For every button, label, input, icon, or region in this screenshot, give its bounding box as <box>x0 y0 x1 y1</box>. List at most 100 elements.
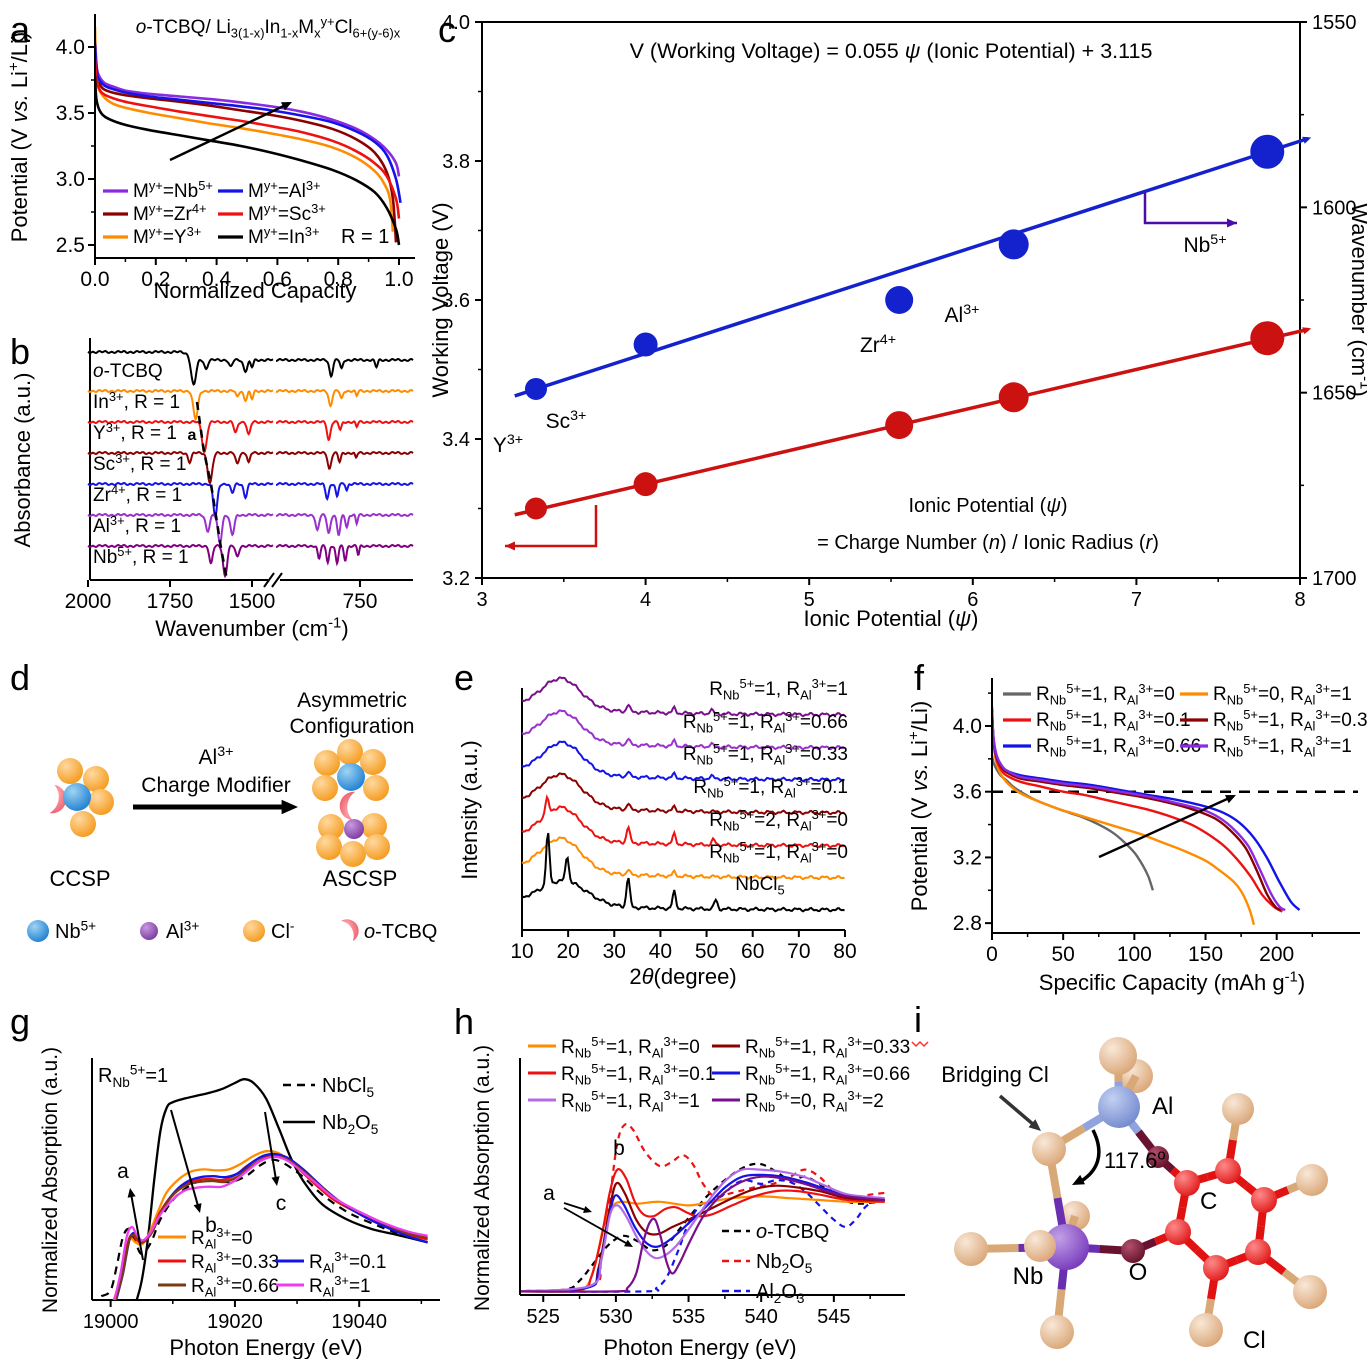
svg-text:My+=In3+: My+=In3+ <box>248 224 320 248</box>
svg-text:My+=Y3+: My+=Y3+ <box>133 224 201 248</box>
svg-text:CCSP: CCSP <box>49 866 110 891</box>
svg-text:70: 70 <box>787 940 810 963</box>
svg-text:4: 4 <box>640 589 651 611</box>
panel-f-letter: f <box>914 657 925 698</box>
svg-text:b: b <box>613 1137 625 1160</box>
svg-text:a: a <box>188 427 197 444</box>
panel-h: h 525 530 535 540 545 Photon Energy (eV) Norma… <box>454 1001 910 1359</box>
svg-text:R = 1: R = 1 <box>341 226 389 248</box>
svg-text:3.8: 3.8 <box>442 151 470 173</box>
svg-text:4.0: 4.0 <box>442 12 470 34</box>
svg-text:Normalized Absorption (a.u.): Normalized Absorption (a.u.) <box>471 1045 494 1311</box>
svg-text:50: 50 <box>695 940 718 963</box>
panel-c-letter: c <box>438 9 456 50</box>
svg-text:Potential (V vs. Li+/Li): Potential (V vs. Li+/Li) <box>906 701 932 912</box>
svg-text:RAl3+=0: RAl3+=0 <box>191 1225 253 1252</box>
svg-text:540: 540 <box>745 1306 778 1328</box>
svg-text:c: c <box>276 1192 287 1215</box>
svg-text:535: 535 <box>672 1306 705 1328</box>
svg-text:Sc3+, R = 1: Sc3+, R = 1 <box>93 451 186 475</box>
panel-f: f 2.8 3.2 3.6 4.0 0 50 100 150 200 Specific Capac… <box>906 657 1367 995</box>
svg-text:40: 40 <box>649 940 672 963</box>
svg-text:117.6o: 117.6o <box>1104 1147 1166 1173</box>
svg-text:20: 20 <box>556 940 579 963</box>
svg-text:Nb5+: Nb5+ <box>1183 232 1226 257</box>
svg-text:V (Working Voltage) = 0.055 ψ: V (Working Voltage) = 0.055 ψ (Ionic Pot… <box>630 39 1153 63</box>
svg-text:1650: 1650 <box>1312 383 1357 405</box>
panel-c-chart: 3.2 3.4 3.6 3.8 4.0 3 4 5 6 7 8 1550 1600 1650 1700 V (… <box>428 12 1367 631</box>
svg-text:Y3+: Y3+ <box>493 432 523 457</box>
svg-text:RNb5+=1: RNb5+=1 <box>98 1062 168 1089</box>
svg-text:Al3+: Al3+ <box>945 302 980 327</box>
svg-text:RAl3+=0.66: RAl3+=0.66 <box>191 1273 279 1300</box>
svg-text:1600: 1600 <box>1312 197 1357 219</box>
svg-text:4.0: 4.0 <box>953 715 982 738</box>
svg-text:RNb5+=1, RAl3+=1: RNb5+=1, RAl3+=1 <box>709 676 848 703</box>
panel-i: i Bridging Cl 117.6o Al Nb C O Cl <box>911 999 1328 1354</box>
svg-text:Bridging Cl: Bridging Cl <box>941 1062 1049 1087</box>
svg-text:Nb5+, R = 1: Nb5+, R = 1 <box>93 544 189 568</box>
svg-text:RNb5+=1, RAl3+=0.1: RNb5+=1, RAl3+=0.1 <box>561 1061 716 1088</box>
svg-text:530: 530 <box>599 1306 632 1328</box>
svg-text:Al3+: Al3+ <box>199 744 234 769</box>
svg-text:Absorbance (a.u.): Absorbance (a.u.) <box>10 373 35 548</box>
svg-text:60: 60 <box>741 940 764 963</box>
svg-text:o-TCBQ: o-TCBQ <box>364 921 437 943</box>
svg-text:RNb5+=1, RAl3+=0.66: RNb5+=1, RAl3+=0.66 <box>745 1061 910 1088</box>
svg-text:2000: 2000 <box>65 590 112 613</box>
svg-text:2.5: 2.5 <box>56 234 85 257</box>
svg-text:3.4: 3.4 <box>442 429 470 451</box>
panel-e-chart: 10 20 30 40 50 60 70 80 2θ(degree) Intensity (a.u… <box>457 676 857 989</box>
svg-text:19000: 19000 <box>83 1311 139 1333</box>
svg-text:1500: 1500 <box>229 590 276 613</box>
svg-text:RNb5+=1, RAl3+=0.66: RNb5+=1, RAl3+=0.66 <box>1036 733 1201 760</box>
svg-text:Nb5+: Nb5+ <box>55 918 96 943</box>
svg-text:Photon Energy (eV): Photon Energy (eV) <box>169 1335 362 1359</box>
svg-text:1700: 1700 <box>1312 568 1357 590</box>
svg-text:50: 50 <box>1051 943 1074 966</box>
svg-text:RNb5+=1, RAl3+=0.1: RNb5+=1, RAl3+=0.1 <box>693 774 848 801</box>
svg-text:a: a <box>543 1182 555 1205</box>
svg-text:RNb5+=1, RAl3+=0.66: RNb5+=1, RAl3+=0.66 <box>683 709 848 736</box>
svg-text:Al3+, R = 1: Al3+, R = 1 <box>93 513 181 537</box>
panel-h-letter: h <box>454 1001 474 1042</box>
svg-text:o-TCBQ: o-TCBQ <box>756 1221 829 1243</box>
svg-text:3.2: 3.2 <box>953 846 982 869</box>
svg-text:Ionic Potential (ψ): Ionic Potential (ψ) <box>804 606 979 631</box>
panel-d-letter: d <box>10 657 30 698</box>
svg-text:1.0: 1.0 <box>384 268 413 291</box>
svg-text:Al2O3: Al2O3 <box>756 1281 804 1306</box>
svg-text:My+=Sc3+: My+=Sc3+ <box>248 201 326 225</box>
svg-text:80: 80 <box>833 940 856 963</box>
svg-text:Al3+: Al3+ <box>166 918 199 943</box>
panel-b-letter: b <box>10 331 30 372</box>
svg-text:ASCSP: ASCSP <box>323 866 398 891</box>
svg-text:RNb5+=0, RAl3+=2: RNb5+=0, RAl3+=2 <box>745 1088 884 1115</box>
svg-text:Al: Al <box>1152 1093 1173 1120</box>
panel-c: c 3.2 3.4 3.6 3.8 4.0 3 4 5 6 7 8 1550 1600 1650 1700 V… <box>428 9 1367 631</box>
svg-text:Configuration: Configuration <box>290 715 415 738</box>
svg-text:3.6: 3.6 <box>953 781 982 804</box>
svg-text:3.2: 3.2 <box>442 568 470 590</box>
svg-text:Y3+, R = 1: Y3+, R = 1 <box>93 420 177 444</box>
svg-text:8: 8 <box>1294 589 1305 611</box>
svg-text:Wavenumber (cm-1): Wavenumber (cm-1) <box>1347 203 1367 396</box>
svg-text:10: 10 <box>510 940 533 963</box>
svg-text:150: 150 <box>1188 943 1223 966</box>
svg-text:200: 200 <box>1259 943 1294 966</box>
svg-text:Nb2O5: Nb2O5 <box>756 1251 812 1276</box>
svg-text:O: O <box>1129 1259 1148 1286</box>
svg-text:1750: 1750 <box>147 590 194 613</box>
svg-text:0.4: 0.4 <box>202 268 232 291</box>
svg-text:Sc3+: Sc3+ <box>546 408 587 433</box>
panel-d-diagram: Al3+ Charge Modifier Asymmetric Configurati… <box>27 689 437 943</box>
svg-text:0.8: 0.8 <box>324 268 353 291</box>
svg-text:RNb5+=1, RAl3+=0.33: RNb5+=1, RAl3+=0.33 <box>683 741 848 768</box>
svg-text:a: a <box>117 1160 129 1183</box>
svg-text:19040: 19040 <box>331 1311 387 1333</box>
svg-text:Charge Modifier: Charge Modifier <box>141 774 290 797</box>
svg-text:4.0: 4.0 <box>56 36 85 59</box>
